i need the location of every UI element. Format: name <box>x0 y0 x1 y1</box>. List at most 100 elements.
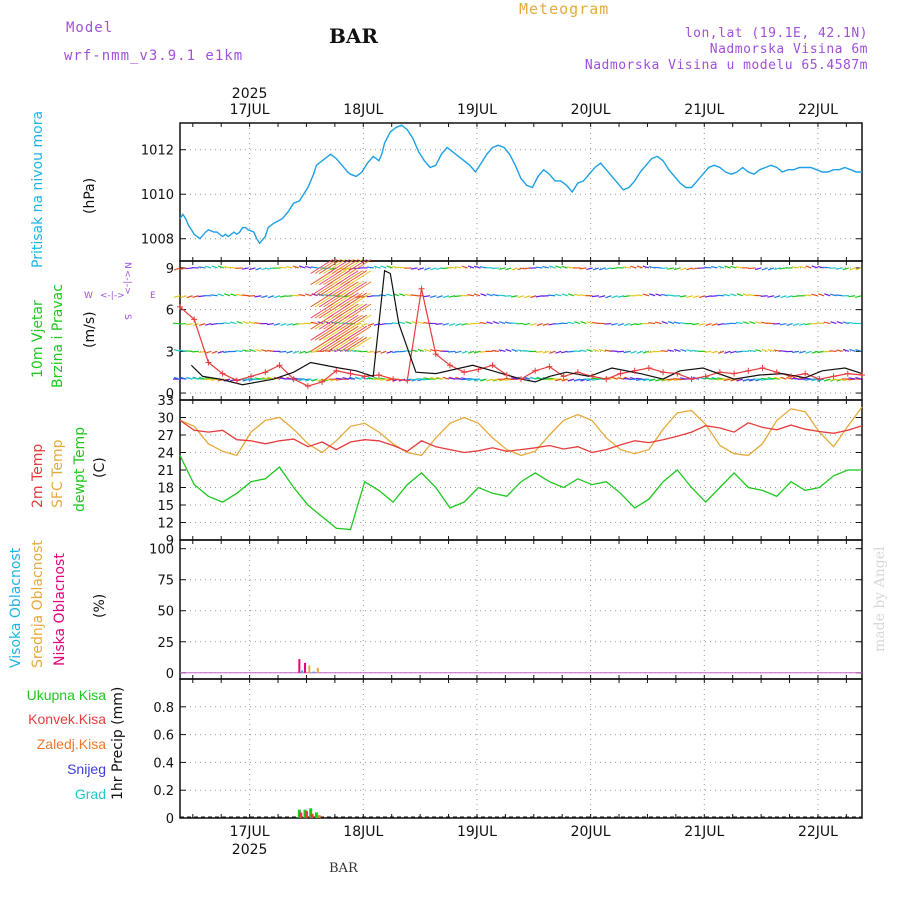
wind-arrow <box>461 322 468 326</box>
ytick-label: 1012 <box>141 144 174 159</box>
wind-arrow <box>204 322 212 326</box>
date-label-bottom: 18JUL <box>343 824 383 840</box>
wind-marker <box>731 370 738 377</box>
wind-arrow <box>548 294 556 297</box>
wind-arrow <box>579 378 587 381</box>
ytick-label: 1010 <box>141 188 174 203</box>
wind-arrow <box>780 376 787 380</box>
wind-arrow <box>617 377 624 380</box>
wind-arrow <box>817 265 825 269</box>
wind-arrow <box>180 376 187 380</box>
wind-arrow <box>561 350 568 354</box>
wind-arrow <box>199 322 206 327</box>
wind-arrow <box>567 321 574 325</box>
wind-arrow <box>192 295 199 298</box>
wind-arrow <box>305 265 312 269</box>
panel-frame <box>179 678 863 819</box>
date-label-top: 21JUL <box>684 102 724 118</box>
elevation-text: Nadmorska Visina 6m <box>709 42 868 57</box>
wind-arrow <box>580 321 587 325</box>
wind-arrow <box>573 293 581 297</box>
wind-arrow <box>611 322 618 326</box>
wind-arrow <box>424 348 431 352</box>
wind-marker <box>446 362 453 369</box>
date-label-top: 18JUL <box>343 102 383 118</box>
wind-arrow <box>348 336 372 352</box>
wind-arrow <box>285 266 293 269</box>
wind-arrow <box>542 350 550 354</box>
wind-marker <box>859 371 865 378</box>
wind-arrow <box>261 267 268 271</box>
wind-arrow <box>267 267 274 270</box>
wind-arrow <box>344 259 368 274</box>
wind-arrow <box>660 378 668 381</box>
wind-marker <box>219 370 226 377</box>
wind-arrow <box>535 295 543 298</box>
wind-arrow <box>348 281 372 297</box>
wind-arrow <box>842 267 850 271</box>
wind-arrow <box>348 314 372 330</box>
wind-arrow <box>340 270 363 286</box>
wind-arrow <box>792 350 800 354</box>
wind-arrow <box>692 267 700 270</box>
date-label-bottom: 21JUL <box>684 824 724 840</box>
wind-arrow <box>498 294 506 297</box>
wind-marker <box>674 370 681 377</box>
wind-arrow <box>344 325 368 341</box>
wind-arrow <box>673 267 681 271</box>
wind-arrow <box>835 378 843 381</box>
wind-arrow <box>648 322 656 325</box>
wind-arrow <box>210 322 218 326</box>
wind-marker <box>262 369 269 376</box>
wind-arrow <box>849 267 856 271</box>
wind-arrow <box>267 295 274 299</box>
wind-arrow <box>173 376 181 380</box>
wind-arrow <box>792 322 800 327</box>
wind-arrow <box>767 295 775 298</box>
wind-marker <box>645 365 652 372</box>
wind-arrow <box>348 325 372 341</box>
wind-arrow <box>473 265 481 269</box>
wind-arrow <box>310 350 318 353</box>
wind-arrow <box>254 377 262 380</box>
wind-arrow <box>314 259 338 274</box>
wind-arrow <box>592 267 600 271</box>
wind-arrow <box>511 377 518 380</box>
wind-arrow <box>848 295 856 298</box>
wind-arrow <box>441 267 449 270</box>
wind-arrow <box>623 266 631 269</box>
ytick-label: 0.6 <box>153 729 174 744</box>
wind-arrow <box>667 321 675 325</box>
wind-arrow <box>679 295 687 298</box>
wind-arrow <box>379 322 387 326</box>
wind-arrow <box>492 378 499 381</box>
wind-arrow <box>449 322 456 327</box>
wind-arrow <box>579 267 587 270</box>
wind-arrow <box>186 376 193 380</box>
wind-arrow <box>236 321 243 325</box>
wind-arrow <box>842 348 850 352</box>
wind-arrow <box>679 377 687 380</box>
temp-2m-line <box>179 419 863 454</box>
wind-arrow <box>530 322 537 326</box>
wind-marker <box>617 370 624 377</box>
wind-arrow <box>717 322 725 326</box>
wind-arrow <box>735 321 743 325</box>
ytick-label: 15 <box>157 499 174 514</box>
wind-arrow <box>686 349 693 352</box>
wind-arrow <box>548 322 556 326</box>
wind-arrow <box>855 376 862 380</box>
wind-arrow <box>405 321 412 325</box>
wind-arrow <box>735 350 743 353</box>
wind-arrow <box>761 321 768 325</box>
wind-arrow <box>292 350 299 354</box>
wind-arrow <box>173 295 181 298</box>
wind-arrow <box>179 322 187 325</box>
wind-arrow <box>467 378 474 382</box>
wind-arrow <box>855 349 862 352</box>
wind-arrow <box>804 378 812 381</box>
year-top: 2025 <box>232 86 268 102</box>
wind-arrow <box>248 348 256 352</box>
wind-arrow <box>255 267 262 271</box>
